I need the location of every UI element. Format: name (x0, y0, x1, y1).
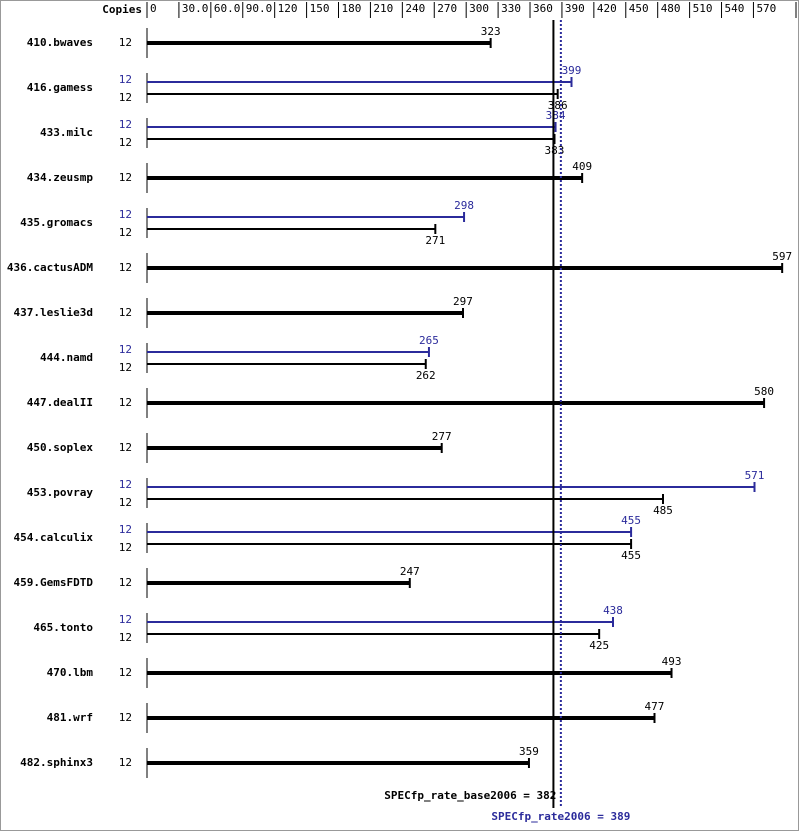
value-label: 359 (519, 745, 539, 758)
copies-label: 12 (119, 711, 132, 724)
peak-copies-label: 12 (119, 343, 132, 356)
copies-label: 12 (119, 136, 132, 149)
benchmark-label: 482.sphinx3 (20, 756, 93, 769)
benchmark-label: 470.lbm (47, 666, 94, 679)
x-tick-label: 360 (533, 2, 553, 15)
value-label: 383 (545, 144, 565, 157)
value-label: 297 (453, 295, 473, 308)
benchmark-label: 410.bwaves (27, 36, 93, 49)
x-tick-label: 480 (661, 2, 681, 15)
peak-copies-label: 12 (119, 523, 132, 536)
x-tick-label: 30.0 (182, 2, 209, 15)
x-tick-label: 330 (501, 2, 521, 15)
value-label: 438 (603, 604, 623, 617)
x-tick-label: 300 (469, 2, 489, 15)
benchmark-label: 481.wrf (47, 711, 93, 724)
copies-label: 12 (119, 36, 132, 49)
copies-label: 12 (119, 496, 132, 509)
benchmark-label: 444.namd (40, 351, 93, 364)
copies-label: 12 (119, 396, 132, 409)
value-label: 262 (416, 369, 436, 382)
copies-label: 12 (119, 361, 132, 374)
copies-label: 12 (119, 91, 132, 104)
benchmark-label: 450.soplex (27, 441, 94, 454)
x-tick-label: 540 (725, 2, 745, 15)
value-label: 477 (645, 700, 665, 713)
benchmark-label: 454.calculix (14, 531, 94, 544)
x-tick-label: 450 (629, 2, 649, 15)
value-label: 580 (754, 385, 774, 398)
value-label: 271 (425, 234, 445, 247)
benchmark-label: 437.leslie3d (14, 306, 93, 319)
benchmark-label: 447.dealII (27, 396, 93, 409)
x-tick-label: 150 (310, 2, 330, 15)
value-label: 399 (562, 64, 582, 77)
x-tick-label: 240 (405, 2, 425, 15)
peak-ref-label: SPECfp_rate2006 = 389 (491, 810, 630, 823)
value-label: 277 (432, 430, 452, 443)
x-tick-label: 60.0 (214, 2, 241, 15)
peak-copies-label: 12 (119, 613, 132, 626)
x-tick-label: 570 (756, 2, 776, 15)
value-label: 571 (745, 469, 765, 482)
copies-label: 12 (119, 441, 132, 454)
copies-label: 12 (119, 541, 132, 554)
value-label: 597 (772, 250, 792, 263)
value-label: 409 (572, 160, 592, 173)
x-tick-label: 180 (342, 2, 362, 15)
peak-copies-label: 12 (119, 478, 132, 491)
value-label: 485 (653, 504, 673, 517)
x-tick-label: 90.0 (246, 2, 272, 15)
value-label: 425 (589, 639, 609, 652)
x-tick-label: 510 (693, 2, 713, 15)
value-label: 455 (621, 549, 641, 562)
benchmark-label: 434.zeusmp (27, 171, 94, 184)
copies-label: 12 (119, 631, 132, 644)
peak-copies-label: 12 (119, 118, 132, 131)
value-label: 323 (481, 25, 501, 38)
copies-label: 12 (119, 666, 132, 679)
copies-label: 12 (119, 171, 132, 184)
base-ref-label: SPECfp_rate_base2006 = 382 (384, 789, 556, 802)
benchmark-label: 435.gromacs (20, 216, 93, 229)
copies-label: 12 (119, 576, 132, 589)
copies-label: 12 (119, 756, 132, 769)
x-tick-label: 120 (278, 2, 298, 15)
value-label: 298 (454, 199, 474, 212)
x-tick-label: 270 (437, 2, 457, 15)
peak-copies-label: 12 (119, 208, 132, 221)
benchmark-label: 436.cactusADM (7, 261, 93, 274)
benchmark-label: 416.gamess (27, 81, 93, 94)
benchmark-label: 433.milc (40, 126, 93, 139)
copies-label: 12 (119, 226, 132, 239)
peak-copies-label: 12 (119, 73, 132, 86)
x-tick-label: 420 (597, 2, 617, 15)
x-tick-label: 210 (373, 2, 393, 15)
value-label: 493 (662, 655, 682, 668)
copies-label: 12 (119, 306, 132, 319)
benchmark-label: 459.GemsFDTD (14, 576, 94, 589)
benchmark-label: 453.povray (27, 486, 94, 499)
value-label: 247 (400, 565, 420, 578)
value-label: 384 (546, 109, 566, 122)
copies-header: Copies (102, 3, 142, 16)
benchmark-label: 465.tonto (33, 621, 93, 634)
x-tick-label: 0 (150, 2, 157, 15)
copies-label: 12 (119, 261, 132, 274)
value-label: 265 (419, 334, 439, 347)
x-tick-label: 390 (565, 2, 585, 15)
value-label: 455 (621, 514, 641, 527)
